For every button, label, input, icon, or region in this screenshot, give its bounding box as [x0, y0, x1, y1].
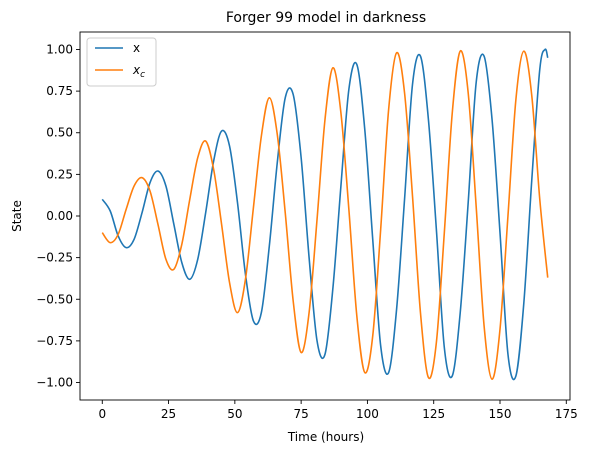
- legend-label-xc: xc: [132, 63, 145, 80]
- plot-frame: [79, 31, 571, 401]
- y-tick-label: −0.50: [36, 292, 73, 306]
- x-tick-label: 175: [555, 407, 578, 421]
- y-axis-ticks: −1.00 −0.75 −0.50 −0.25 0.00 0.25 0.50 0.75 1.00: [36, 42, 80, 390]
- legend-label-x: x: [133, 41, 140, 55]
- y-tick-label: −0.25: [36, 251, 73, 265]
- y-tick-label: 0.00: [46, 209, 73, 223]
- x-axis-ticks: 0 25 50 75 100 125 150 175: [98, 400, 578, 421]
- x-tick-label: 50: [227, 407, 242, 421]
- y-tick-label: 0.25: [46, 167, 73, 181]
- x-tick-label: 0: [98, 407, 106, 421]
- chart-title: Forger 99 model in darkness: [226, 10, 426, 26]
- x-tick-label: 100: [356, 407, 379, 421]
- x-tick-label: 125: [422, 407, 445, 421]
- series-line-xc: [101, 50, 549, 380]
- legend-box: [86, 37, 157, 87]
- series-layer: [101, 48, 549, 381]
- y-tick-label: −0.75: [36, 334, 73, 348]
- series-line-x: [101, 48, 549, 381]
- y-tick-label: 0.75: [46, 84, 73, 98]
- x-axis-label: Time (hours): [287, 430, 364, 444]
- y-tick-label: 1.00: [46, 42, 73, 56]
- y-axis-label: State: [10, 200, 24, 232]
- x-tick-label: 150: [489, 407, 512, 421]
- y-tick-label: −1.00: [36, 376, 73, 390]
- y-tick-label: 0.50: [46, 126, 73, 140]
- legend: x xc: [86, 37, 157, 87]
- x-tick-label: 75: [293, 407, 308, 421]
- x-tick-label: 25: [161, 407, 176, 421]
